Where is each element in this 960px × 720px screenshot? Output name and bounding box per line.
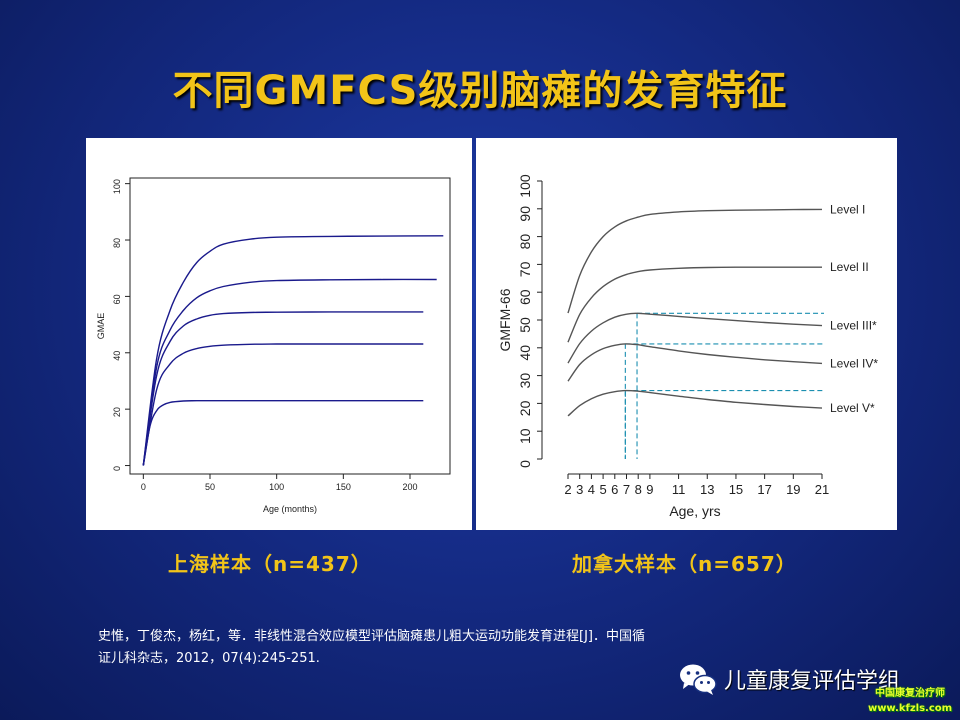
x-tick-label: 15 bbox=[729, 482, 743, 497]
x-tick-label: 9 bbox=[646, 482, 653, 497]
citation-line-2: 证儿科杂志，2012，07(4):245-251. bbox=[98, 651, 320, 666]
x-tick-label: 200 bbox=[402, 482, 417, 492]
site-badge: 中国康复治疗师 www.kfzls.com bbox=[862, 686, 958, 718]
y-tick-label: 60 bbox=[112, 294, 122, 304]
gmfm-chart: 0 10 20 30 40 50 60 70 80 90 100 2 3 4 5 6 7 8 9 11 13 15 17 19… bbox=[497, 174, 878, 519]
y-tick-label: 60 bbox=[517, 289, 533, 305]
series-line-1 bbox=[142, 235, 444, 466]
y-tick-label: 30 bbox=[517, 373, 533, 389]
series-line-level-1 bbox=[567, 208, 823, 314]
slide-title: 不同GMFCS级别脑瘫的发育特征 bbox=[172, 68, 788, 114]
x-tick-label: 17 bbox=[757, 482, 771, 497]
wechat-icon bbox=[680, 664, 717, 695]
x-axis-label: Age, yrs bbox=[669, 503, 720, 519]
y-tick-label: 100 bbox=[112, 179, 122, 194]
series-line-level-3 bbox=[567, 312, 823, 364]
x-tick-label: 8 bbox=[635, 482, 642, 497]
series-line-level-5 bbox=[567, 389, 823, 417]
x-tick-label: 19 bbox=[786, 482, 800, 497]
y-axis-label: GMFM-66 bbox=[497, 288, 513, 351]
y-tick-label: 0 bbox=[112, 466, 122, 471]
series-line-4 bbox=[142, 343, 424, 466]
x-tick-label: 3 bbox=[576, 482, 583, 497]
x-axis-label: Age (months) bbox=[263, 504, 317, 514]
x-tick-label: 6 bbox=[611, 482, 618, 497]
citation-line-1: 史惟，丁俊杰，杨红，等．非线性混合效应模型评估脑瘫患儿粗大运动功能发育进程[J]… bbox=[98, 629, 645, 644]
x-tick-label: 21 bbox=[815, 482, 829, 497]
watermark-text: 儿童康复评估学组 bbox=[724, 669, 901, 694]
x-tick-label: 50 bbox=[205, 482, 215, 492]
citation: 史惟，丁俊杰，杨红，等．非线性混合效应模型评估脑瘫患儿粗大运动功能发育进程[J]… bbox=[98, 626, 898, 670]
y-tick-label: 70 bbox=[517, 261, 533, 277]
series-label-level-2: Level II bbox=[830, 260, 869, 274]
series-line-5 bbox=[142, 400, 424, 466]
chart-panel-shanghai: 0 50 100 150 200 0 20 40 60 80 100 Age (months) GMAE bbox=[86, 138, 472, 530]
x-tick-label: 100 bbox=[269, 482, 284, 492]
gmae-chart: 0 50 100 150 200 0 20 40 60 80 100 Age (months) GMAE bbox=[96, 177, 451, 514]
series-label-level-4: Level IV* bbox=[830, 356, 878, 370]
series-line-2 bbox=[142, 278, 437, 466]
y-tick-label: 20 bbox=[517, 400, 533, 416]
y-axis-label: GMAE bbox=[96, 313, 106, 340]
x-tick-label: 150 bbox=[336, 482, 351, 492]
site-badge-url: www.kfzls.com bbox=[867, 703, 953, 714]
series-label-level-1: Level I bbox=[830, 202, 865, 216]
y-tick-label: 80 bbox=[517, 234, 533, 250]
chart-panel-canada: 0 10 20 30 40 50 60 70 80 90 100 2 3 4 5 6 7 8 9 11 13 15 17 19… bbox=[476, 138, 897, 530]
x-tick-label: 7 bbox=[623, 482, 630, 497]
wechat-watermark: 儿童康复评估学组 bbox=[678, 662, 900, 696]
y-tick-label: 10 bbox=[517, 428, 533, 444]
y-tick-label: 0 bbox=[517, 460, 533, 468]
y-tick-label: 90 bbox=[517, 206, 533, 222]
x-tick-label: 5 bbox=[599, 482, 606, 497]
series-line-level-4 bbox=[567, 343, 823, 382]
y-tick-label: 40 bbox=[112, 351, 122, 361]
x-tick-label: 13 bbox=[700, 482, 714, 497]
caption-shanghai-sample: 上海样本（n=437） bbox=[168, 552, 372, 576]
site-badge-name: 中国康复治疗师 bbox=[875, 688, 945, 699]
x-tick-label: 4 bbox=[588, 482, 595, 497]
y-tick-label: 100 bbox=[517, 174, 533, 198]
series-line-level-2 bbox=[567, 266, 822, 343]
series-line-3 bbox=[142, 311, 424, 466]
x-tick-label: 0 bbox=[141, 482, 146, 492]
y-tick-label: 20 bbox=[112, 407, 122, 417]
x-tick-label: 11 bbox=[672, 482, 686, 497]
y-tick-label: 50 bbox=[517, 317, 533, 333]
series-label-level-3: Level III* bbox=[830, 319, 877, 333]
x-tick-label: 2 bbox=[564, 482, 571, 497]
series-label-level-5: Level V* bbox=[830, 401, 875, 415]
plot-frame bbox=[129, 177, 451, 475]
caption-canada-sample: 加拿大样本（n=657） bbox=[572, 552, 797, 576]
y-tick-label: 80 bbox=[112, 238, 122, 248]
y-tick-label: 40 bbox=[517, 345, 533, 361]
